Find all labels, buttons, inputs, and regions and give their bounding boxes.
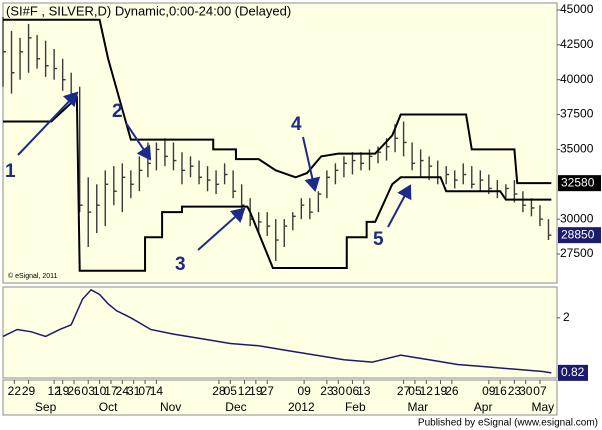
x-tick-label: 30 xyxy=(519,384,533,398)
x-tick-label: 24 xyxy=(116,384,130,398)
x-tick-label: 26 xyxy=(445,384,459,398)
x-tick-label: 29 xyxy=(22,384,36,398)
month-label: Feb xyxy=(345,400,366,414)
x-tick-label: 26 xyxy=(67,384,81,398)
last-value-box xyxy=(558,364,588,381)
x-tick-label: 14 xyxy=(150,384,164,398)
date-axis xyxy=(2,379,558,416)
indicator-line xyxy=(2,288,552,374)
x-tick-label: 07 xyxy=(533,384,547,398)
month-label: Mar xyxy=(407,400,428,414)
x-tick-label: 19 xyxy=(56,384,70,398)
x-tick-label: 09 xyxy=(297,384,311,398)
x-tick-label: 27 xyxy=(261,384,275,398)
month-label: Apr xyxy=(474,400,493,414)
y-tick-label: 37500 xyxy=(560,107,594,121)
last-value-box xyxy=(558,175,601,192)
last-value-label: 0.82 xyxy=(561,365,585,379)
y-tick-label: 30000 xyxy=(560,211,594,225)
x-tick-label: 10 xyxy=(93,384,107,398)
y-tick-label: 42500 xyxy=(560,37,594,51)
month-label: Dec xyxy=(225,400,246,414)
y-tick-label: 40000 xyxy=(560,72,594,86)
month-label: Sep xyxy=(35,400,57,414)
x-tick-label: 07 xyxy=(138,384,152,398)
x-tick-label: 12 xyxy=(47,384,61,398)
x-tick-label: 23 xyxy=(320,384,334,398)
month-label: Oct xyxy=(99,400,118,414)
month-label: Nov xyxy=(160,400,181,414)
x-tick-label: 09 xyxy=(482,384,496,398)
y-tick-label: 35000 xyxy=(560,142,594,156)
annotations: 1 2 3 4 5 xyxy=(5,91,412,275)
x-tick-label: 05 xyxy=(408,384,422,398)
last-value-label: 32580 xyxy=(561,175,595,189)
last-value-label: 28850 xyxy=(561,227,595,241)
x-tick-label: 19 xyxy=(249,384,263,398)
x-tick-label: 05 xyxy=(224,384,238,398)
credit: © eSignal, 2011 xyxy=(8,272,58,280)
last-value-box xyxy=(558,227,601,244)
x-tick-label: 30 xyxy=(332,384,346,398)
x-tick-label: 27 xyxy=(397,384,411,398)
x-tick-label: 12 xyxy=(238,384,252,398)
x-tick-label: 22 xyxy=(8,384,22,398)
annotation: 4 xyxy=(291,114,302,135)
footer: Published by eSignal (www.esignal.com) xyxy=(418,418,598,429)
y-tick-label: 2 xyxy=(563,310,570,324)
annotation: 1 xyxy=(5,161,16,182)
x-tick-label: 17 xyxy=(104,384,118,398)
month-label: 2012 xyxy=(288,400,315,414)
arrow xyxy=(125,122,152,161)
x-tick-label: 13 xyxy=(357,384,371,398)
upper-channel xyxy=(3,18,552,185)
arrow xyxy=(17,91,79,156)
x-tick-label: 19 xyxy=(434,384,448,398)
price-panel xyxy=(2,2,558,284)
lower-channel xyxy=(3,95,552,272)
annotation: 2 xyxy=(112,101,123,122)
x-tick-label: 31 xyxy=(127,384,141,398)
arrow xyxy=(302,136,321,192)
x-tick-label: 06 xyxy=(346,384,360,398)
x-tick-label: 23 xyxy=(508,384,522,398)
y-tick-label: 45000 xyxy=(560,2,594,16)
indicator-panel xyxy=(2,286,558,379)
arrow xyxy=(197,207,246,251)
x-tick-label: 16 xyxy=(493,384,507,398)
annotation: 5 xyxy=(373,229,384,250)
x-tick-label: 03 xyxy=(82,384,96,398)
annotation: 3 xyxy=(175,254,186,275)
month-label: May xyxy=(531,400,554,414)
y-tick-label: 27500 xyxy=(560,246,594,260)
chart-title: (SI#F , SILVER,D) Dynamic,0:00-24:00 (De… xyxy=(6,3,291,18)
x-tick-label: 12 xyxy=(420,384,434,398)
x-tick-label: 28 xyxy=(212,384,226,398)
arrow xyxy=(387,184,412,228)
